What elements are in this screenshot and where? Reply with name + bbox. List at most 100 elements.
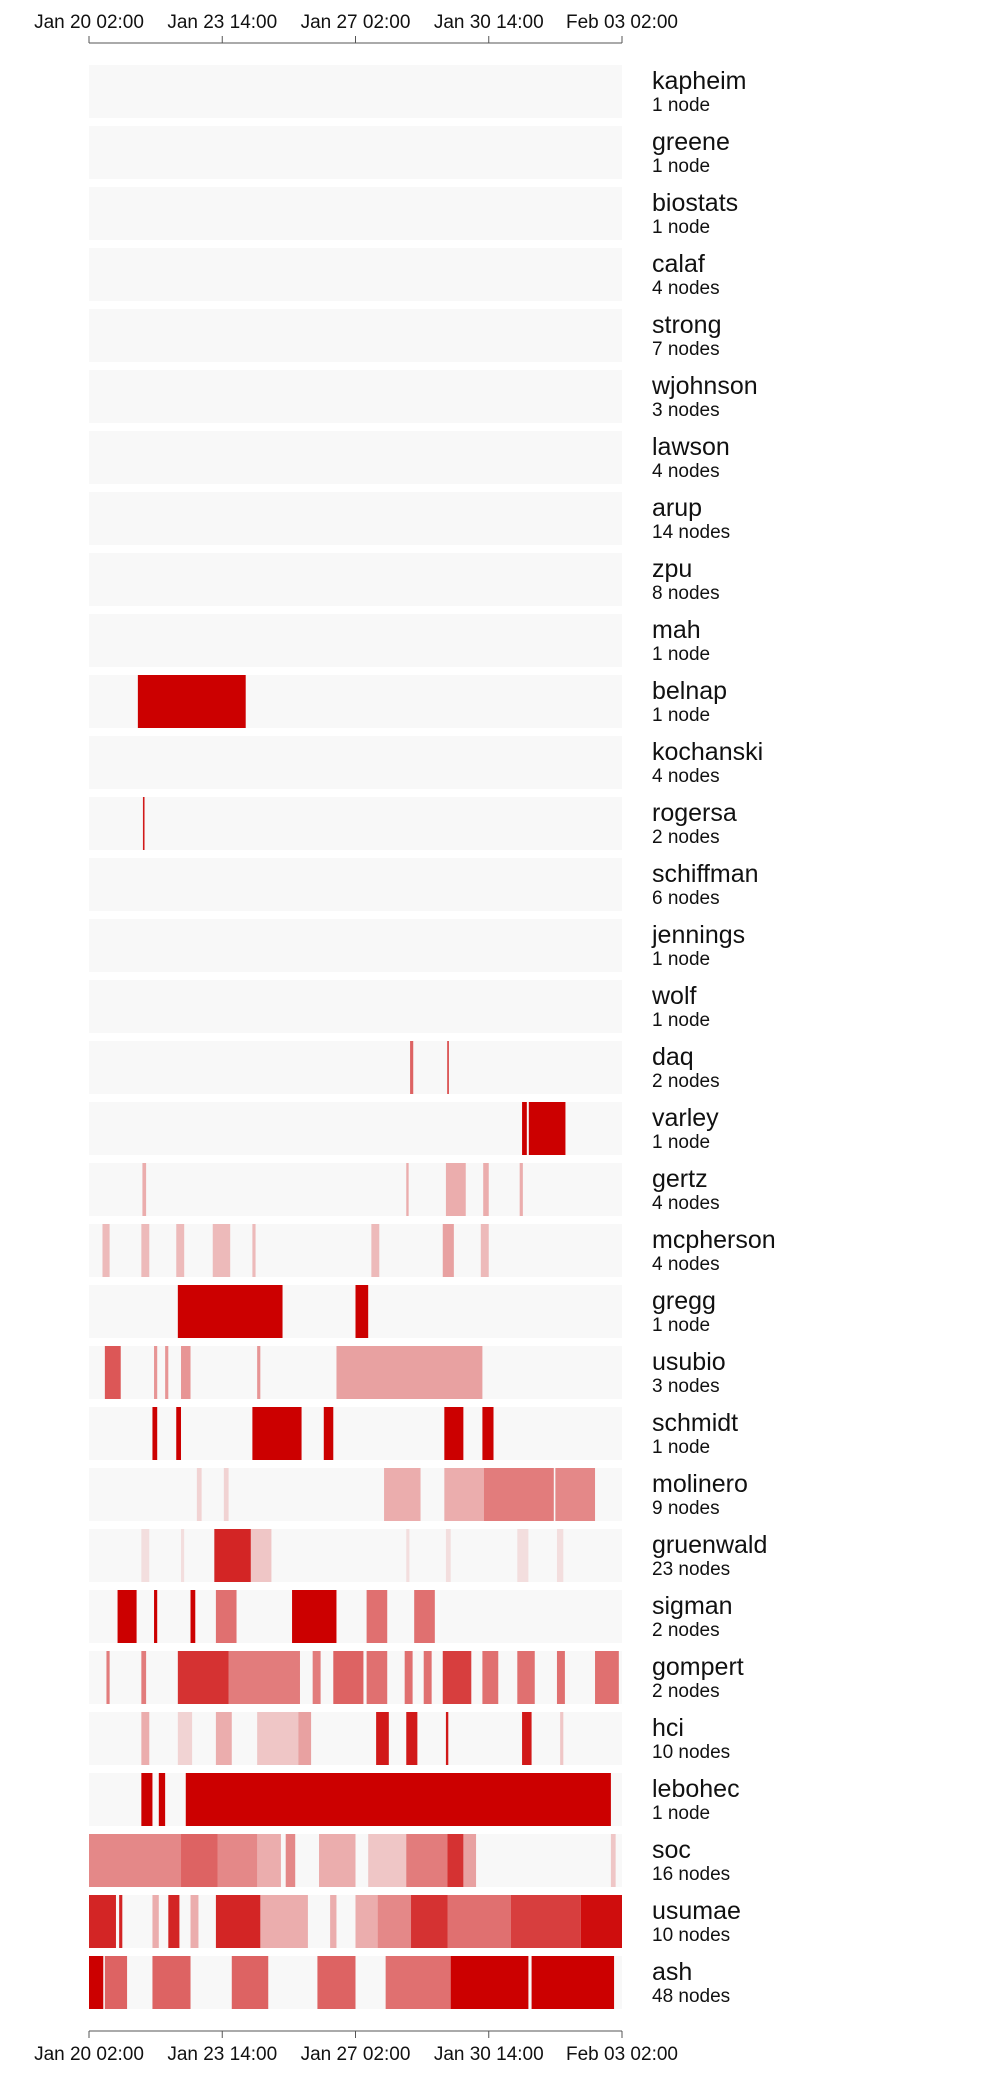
- row-background: [89, 1224, 622, 1277]
- usage-segment: [177, 1651, 229, 1704]
- usage-segment: [285, 1834, 296, 1887]
- row-node-count: 9 nodes: [652, 1498, 720, 1519]
- row-name-label: mcpherson: [652, 1226, 776, 1254]
- row-node-count: 1 node: [652, 1803, 710, 1824]
- tick-label: Jan 30 14:00: [434, 12, 544, 33]
- usage-segment: [181, 1346, 191, 1399]
- usage-segment: [252, 1407, 302, 1460]
- row-name-label: sigman: [652, 1592, 733, 1620]
- usage-segment: [181, 1834, 218, 1887]
- tick-label: Jan 27 02:00: [301, 12, 411, 33]
- row-node-count: 1 node: [652, 156, 710, 177]
- row-name-label: arup: [652, 494, 702, 522]
- row-background: [89, 1041, 622, 1094]
- row-node-count: 1 node: [652, 705, 710, 726]
- usage-segment: [482, 1407, 494, 1460]
- usage-segment: [217, 1834, 258, 1887]
- usage-segment: [154, 1590, 158, 1643]
- usage-segment: [366, 1590, 388, 1643]
- usage-segment: [368, 1834, 407, 1887]
- row-name-label: wolf: [651, 982, 697, 1010]
- usage-segment: [319, 1834, 356, 1887]
- usage-segment: [152, 1956, 191, 2009]
- row-background: [89, 65, 622, 118]
- usage-segment: [445, 1712, 449, 1765]
- row-node-count: 1 node: [652, 949, 710, 970]
- row-background: [89, 309, 622, 362]
- row-name-label: strong: [652, 311, 721, 339]
- row-node-count: 23 nodes: [652, 1559, 730, 1580]
- usage-segment: [447, 1834, 464, 1887]
- usage-segment: [404, 1651, 413, 1704]
- usage-segment: [371, 1224, 380, 1277]
- row-node-count: 16 nodes: [652, 1864, 730, 1885]
- usage-segment: [89, 1895, 116, 1948]
- row-node-count: 1 node: [652, 95, 710, 116]
- usage-segment: [141, 1224, 150, 1277]
- tick-label: Jan 23 14:00: [167, 2044, 277, 2065]
- row-node-count: 1 node: [652, 644, 710, 665]
- usage-segment: [141, 1712, 150, 1765]
- usage-segment: [292, 1590, 337, 1643]
- usage-segment: [410, 1041, 414, 1094]
- usage-segment: [450, 1956, 529, 2009]
- row-node-count: 1 node: [652, 1010, 710, 1031]
- row-node-count: 4 nodes: [652, 278, 720, 299]
- row-background: [89, 126, 622, 179]
- tick-label: Jan 27 02:00: [301, 2044, 411, 2065]
- usage-segment: [580, 1895, 622, 1948]
- row-node-count: 48 nodes: [652, 1986, 730, 2007]
- usage-segment: [185, 1773, 611, 1826]
- usage-segment: [556, 1529, 564, 1582]
- usage-segment: [152, 1407, 158, 1460]
- usage-segment: [190, 1895, 199, 1948]
- usage-segment: [104, 1956, 128, 2009]
- row-name-label: belnap: [652, 677, 727, 705]
- usage-segment: [560, 1712, 564, 1765]
- usage-segment: [366, 1651, 388, 1704]
- usage-segment: [250, 1529, 272, 1582]
- row-background: [89, 1590, 622, 1643]
- usage-segment: [257, 1712, 299, 1765]
- usage-segment: [482, 1651, 499, 1704]
- usage-segment: [215, 1590, 237, 1643]
- usage-segment: [119, 1895, 123, 1948]
- usage-segment: [137, 675, 246, 728]
- usage-segment: [330, 1895, 337, 1948]
- tick-label: Feb 03 02:00: [566, 2044, 678, 2065]
- usage-segment: [595, 1651, 619, 1704]
- row-background: [89, 614, 622, 667]
- row-node-count: 6 nodes: [652, 888, 720, 909]
- usage-segment: [522, 1712, 532, 1765]
- tick-label: Feb 03 02:00: [566, 12, 678, 33]
- row-name-label: lawson: [652, 433, 730, 461]
- usage-segment: [231, 1956, 269, 2009]
- usage-segment: [406, 1834, 448, 1887]
- usage-segment: [214, 1529, 251, 1582]
- row-node-count: 4 nodes: [652, 1254, 720, 1275]
- usage-segment: [355, 1895, 378, 1948]
- row-background: [89, 858, 622, 911]
- usage-segment: [406, 1712, 418, 1765]
- usage-segment: [463, 1834, 477, 1887]
- usage-segment: [142, 797, 145, 850]
- row-name-label: gruenwald: [652, 1531, 767, 1559]
- row-node-count: 1 node: [652, 1437, 710, 1458]
- row-background: [89, 248, 622, 301]
- usage-segment: [385, 1956, 451, 2009]
